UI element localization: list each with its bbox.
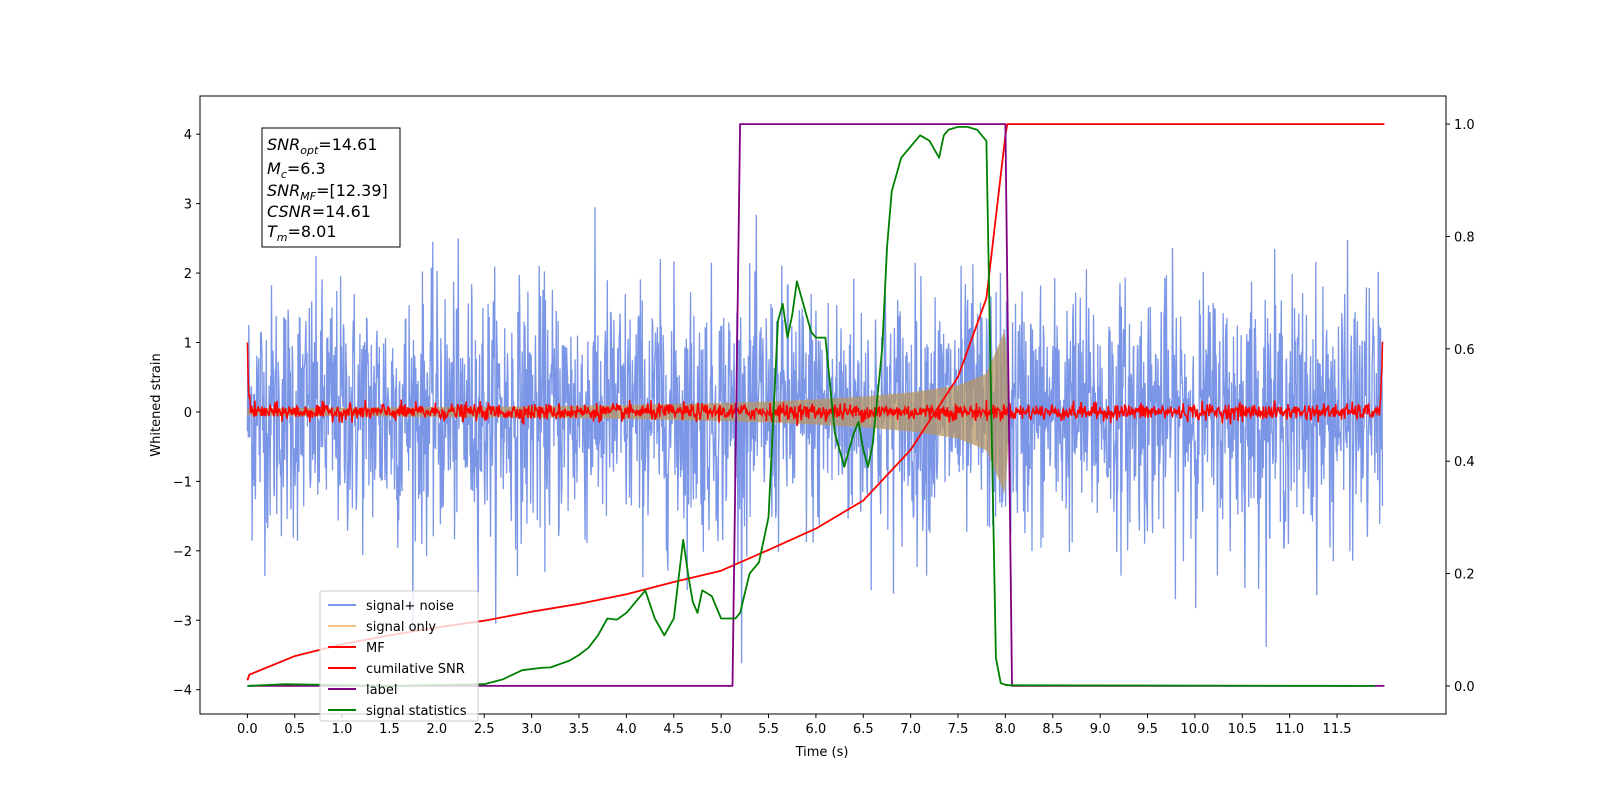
x-tick-label: 11.5 [1323,722,1352,737]
y-tick-label: −2 [173,545,192,560]
x-tick-label: 1.0 [332,722,353,737]
legend: signal+ noise signal only MF cumilative SNR… [319,590,479,722]
x-tick-label: 3.5 [569,722,590,737]
y-tick-label: 2 [184,267,192,282]
y-tick-label: −3 [173,614,192,629]
legend-frame [319,590,479,722]
info-snr-mf-value: [12.39] [329,181,387,200]
info-csnr-value: 14.61 [325,202,371,221]
info-mc: Mc=6.3 [267,159,326,181]
y-tick-label: 0 [184,406,192,421]
x-tick-label: 4.0 [616,722,637,737]
y2-tick-label: 0.8 [1454,230,1475,245]
x-tick-label: 7.0 [900,722,921,737]
x-tick-label: 0.5 [284,722,305,737]
x-tick-label: 3.0 [521,722,542,737]
legend-label: signal only [366,620,436,635]
info-box-frame [261,127,401,248]
x-tick-label: 2.0 [427,722,448,737]
info-annotation-box: SNRopt=14.61 Mc=6.3 SNRMF=[12.39] CSNR=1… [261,127,401,248]
x-tick-label: 0.0 [237,722,258,737]
legend-label: signal statistics [366,704,467,719]
x-tick-label: 1.5 [379,722,400,737]
x-tick-label: 10.5 [1228,722,1257,737]
info-csnr: CSNR=14.61 [267,202,371,221]
info-mc-value: 6.3 [300,159,325,178]
y-axis-ticks: 4 3 2 1 0 −1 −2 −3 −4 [173,128,200,699]
info-snr-opt: SNRopt=14.61 [267,135,378,157]
x-tick-label: 9.5 [1137,722,1158,737]
y2-tick-label: 1.0 [1454,118,1475,133]
y2-tick-label: 0.2 [1454,568,1475,583]
y-axis-label: Whitened strain [149,353,164,456]
y2-tick-label: 0.4 [1454,455,1475,470]
x-tick-label: 6.5 [853,722,874,737]
legend-label: MF [366,641,385,656]
x-axis-label: Time (s) [795,745,849,760]
y2-tick-label: 0.6 [1454,343,1475,358]
x-tick-label: 8.5 [1042,722,1063,737]
y-tick-label: 1 [184,337,192,352]
legend-label: cumilative SNR [366,662,465,677]
info-tm-value: 8.01 [301,222,337,241]
y-tick-label: 3 [184,198,192,213]
x-tick-label: 11.0 [1275,722,1304,737]
x-tick-label: 9.0 [1090,722,1111,737]
x-tick-label: 6.0 [806,722,827,737]
x-tick-label: 5.0 [711,722,732,737]
y2-tick-label: 0.0 [1454,680,1475,695]
info-tm: Tm=8.01 [267,222,337,244]
info-snr-mf: SNRMF=[12.39] [267,181,388,203]
axes-frame [199,95,1447,715]
legend-label: label [366,683,397,698]
x-tick-label: 8.0 [995,722,1016,737]
series-signal-statistics [247,126,1375,687]
x-tick-label: 7.5 [948,722,969,737]
y-tick-label: 4 [184,128,192,143]
legend-label: signal+ noise [366,599,454,614]
x-tick-label: 4.5 [663,722,684,737]
x-tick-label: 10.0 [1180,722,1209,737]
series-mf [246,341,1384,427]
info-snr-opt-value: 14.61 [332,135,378,154]
y2-axis-ticks: 1.0 0.8 0.6 0.4 0.2 0.0 [1446,118,1475,695]
x-tick-label: 5.5 [758,722,779,737]
x-axis-ticks: 0.0 0.5 1.0 1.5 2.0 2.5 3.0 3.5 4.0 4.5 5.0 5.5 6.0 6… [237,714,1352,737]
y-tick-label: −4 [173,684,192,699]
y-tick-label: −1 [173,475,192,490]
x-tick-label: 2.5 [474,722,495,737]
